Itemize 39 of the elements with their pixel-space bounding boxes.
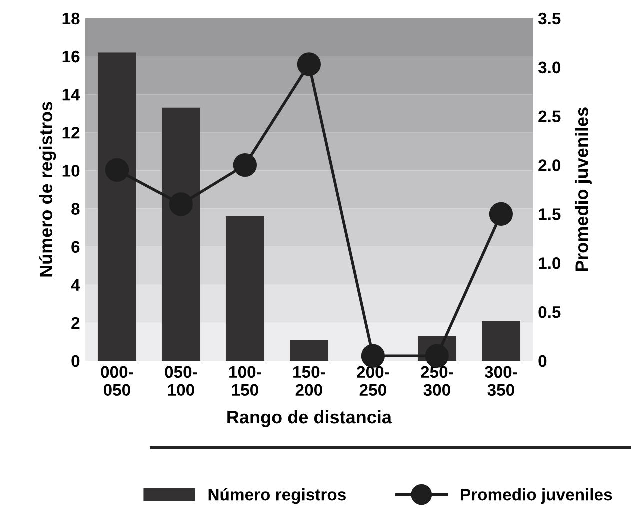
x-tick-label: 050- 100 <box>165 366 198 396</box>
y-tick-label: 12 <box>62 127 80 139</box>
legend-label: Promedio juveniles <box>461 488 612 504</box>
y2-tick-label: 1.5 <box>539 208 561 220</box>
y2-axis-title: Promedio juveniles <box>575 108 592 272</box>
point <box>489 202 513 226</box>
y-tick-label: 18 <box>62 12 80 25</box>
y2-tick-label: 3.5 <box>538 12 561 25</box>
y2-tick-label: 2.0 <box>538 160 561 172</box>
bar <box>482 321 520 361</box>
y-tick-label: 8 <box>72 203 80 215</box>
point <box>297 52 321 76</box>
x-tick-label: 150- 200 <box>294 366 326 396</box>
x-tick-label: 300- 350 <box>484 366 518 396</box>
bar <box>226 216 264 361</box>
y2-tick-label: 3.0 <box>538 62 561 74</box>
y-tick-label: 10 <box>62 165 80 177</box>
y-tick-label: 2 <box>72 317 80 329</box>
bar <box>162 108 200 361</box>
x-tick-label: 100- 150 <box>230 366 262 396</box>
bar <box>290 340 328 361</box>
y2-tick-label: 0 <box>538 355 547 368</box>
y-axis-title: Número de registros <box>39 102 56 277</box>
y-tick-label: 16 <box>62 50 80 63</box>
x-axis-title: Rango de distancia <box>228 410 392 428</box>
x-tick-label: 200- 250 <box>357 366 390 396</box>
legend-label: Número registros <box>208 488 346 504</box>
y2-tick-label: 0.5 <box>538 306 561 318</box>
point <box>233 153 257 178</box>
y2-tick-label: 2.5 <box>538 110 561 123</box>
y-tick-label: 4 <box>71 279 80 291</box>
bar <box>98 52 136 361</box>
y-tick-label: 6 <box>72 241 80 254</box>
y-tick-label: 14 <box>62 89 80 101</box>
y-tick-label: 0 <box>72 355 80 368</box>
y2-tick-label: 1.0 <box>539 258 561 270</box>
x-tick-label: 250- 300 <box>421 366 454 396</box>
x-tick-label: 000- 050 <box>101 366 134 396</box>
point <box>361 344 385 368</box>
